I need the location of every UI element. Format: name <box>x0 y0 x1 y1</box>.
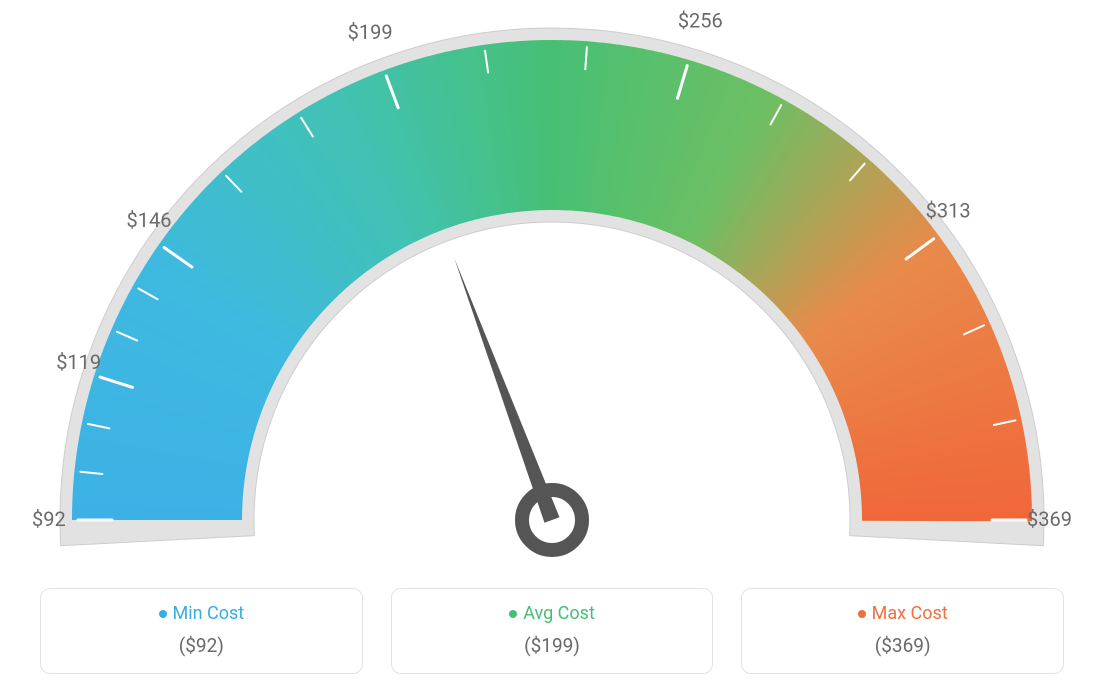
legend-row: Min Cost ($92) Avg Cost ($199) Max Cost … <box>40 588 1064 675</box>
legend-card-min: Min Cost ($92) <box>40 588 363 675</box>
svg-text:$199: $199 <box>348 20 393 44</box>
legend-dot-avg <box>509 610 517 618</box>
gauge-svg: $92 $119 $146 $199 $256 $313 $369 <box>0 0 1104 580</box>
legend-title-max: Max Cost <box>858 603 948 624</box>
legend-dot-min <box>159 610 167 618</box>
cost-gauge-chart: $92 $119 $146 $199 $256 $313 $369 Min Cost ($9… <box>0 0 1104 690</box>
legend-value-avg: ($199) <box>402 634 703 657</box>
legend-label-avg: Avg Cost <box>523 603 595 624</box>
legend-title-avg: Avg Cost <box>509 603 595 624</box>
gauge-ring <box>72 40 1032 521</box>
svg-text:$369: $369 <box>1027 507 1072 531</box>
gauge-needle <box>454 258 559 523</box>
legend-dot-max <box>858 610 866 618</box>
legend-label-max: Max Cost <box>872 603 948 624</box>
legend-title-min: Min Cost <box>159 603 245 624</box>
svg-text:$313: $313 <box>926 198 971 222</box>
svg-text:$146: $146 <box>127 208 172 232</box>
legend-card-max: Max Cost ($369) <box>741 588 1064 675</box>
legend-value-min: ($92) <box>51 634 352 657</box>
svg-text:$119: $119 <box>56 350 101 374</box>
legend-value-max: ($369) <box>752 634 1053 657</box>
svg-text:$256: $256 <box>678 9 723 33</box>
svg-text:$92: $92 <box>32 507 66 531</box>
legend-label-min: Min Cost <box>173 603 245 624</box>
legend-card-avg: Avg Cost ($199) <box>391 588 714 675</box>
